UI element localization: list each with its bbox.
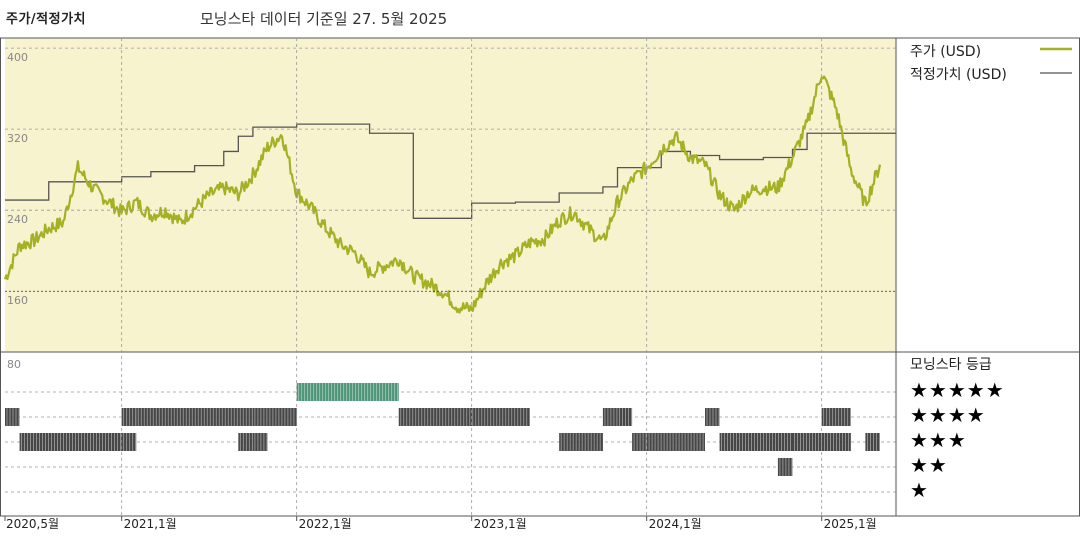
- rating-bar: [559, 433, 603, 451]
- x-tick-label: 2025,1월: [824, 517, 877, 531]
- y-tick-label: 400: [7, 51, 28, 64]
- chart-section-title: 주가/적정가치: [6, 12, 87, 27]
- rating-bar: [719, 433, 793, 451]
- rating-five-stars: ★★★★★: [910, 378, 1005, 402]
- rating-bar: [296, 383, 399, 401]
- rating-bar: [252, 408, 297, 426]
- rating-one-star: ★: [910, 478, 929, 502]
- y-tick-label: 320: [7, 132, 28, 145]
- fairvalue-line: [5, 123, 896, 219]
- rating-bar: [632, 433, 705, 451]
- x-tick-label: 2022,1월: [299, 517, 352, 531]
- rating-bar: [821, 408, 851, 426]
- legend-price-label: 주가 (USD): [910, 44, 982, 60]
- rating-bar: [398, 408, 530, 426]
- rating-bar: [19, 433, 122, 451]
- x-tick-label: 2023,1월: [474, 517, 527, 531]
- x-tick-label: 2021,1월: [124, 517, 177, 531]
- rating-four-stars: ★★★★: [910, 403, 986, 427]
- x-tick-label: 2020,5월: [6, 517, 59, 531]
- rating-two-stars: ★★: [910, 453, 948, 477]
- y-tick-label: 160: [7, 294, 28, 307]
- x-tick-label: 2024,1월: [649, 517, 702, 531]
- rating-axis-label: 80: [7, 358, 21, 371]
- data-date-title: 모닝스타 데이터 기준일 27. 5월 2025: [200, 10, 448, 28]
- rating-title: 모닝스타 등급: [910, 357, 992, 373]
- rating-three-stars: ★★★: [910, 428, 967, 452]
- legend-fairvalue-label: 적정가치 (USD): [910, 67, 1007, 83]
- y-tick-label: 240: [7, 213, 28, 226]
- price-line: [3, 75, 882, 314]
- rating-bar: [136, 408, 253, 426]
